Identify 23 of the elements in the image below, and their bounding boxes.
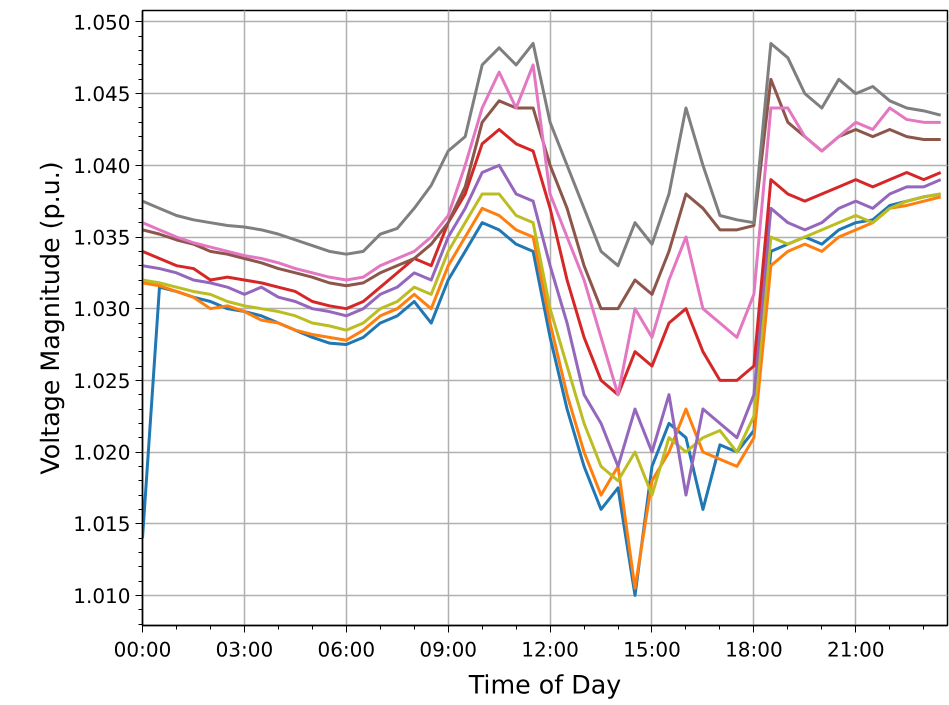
y-tick-label: 1.035 (73, 226, 131, 250)
line-series (142, 78, 942, 310)
line-series (142, 42, 942, 268)
x-axis-title: Time of Day (468, 670, 622, 700)
y-tick-label: 1.015 (73, 512, 131, 536)
y-tick-label: 1.010 (73, 584, 131, 608)
y-tick-label: 1.045 (73, 82, 131, 106)
x-tick-label: 12:00 (521, 638, 579, 662)
x-tick-label: 09:00 (419, 638, 478, 662)
y-tick-label: 1.040 (73, 154, 131, 178)
x-tick-label: 18:00 (725, 638, 783, 662)
x-tick-label: 06:00 (317, 638, 376, 662)
y-tick-label: 1.020 (73, 440, 131, 465)
x-tick-label: 03:00 (216, 638, 274, 662)
line-series (142, 63, 942, 396)
y-tick-label: 1.050 (73, 10, 131, 34)
line-series (142, 128, 942, 396)
x-tick-label: 15:00 (623, 638, 681, 662)
x-tick-label: 21:00 (826, 638, 885, 662)
y-tick-label: 1.025 (73, 368, 131, 393)
y-axis-title: Voltage Magnitude (p.u.) (35, 161, 66, 475)
x-tick-label: 00:00 (114, 638, 172, 662)
y-tick-label: 1.030 (73, 297, 131, 322)
